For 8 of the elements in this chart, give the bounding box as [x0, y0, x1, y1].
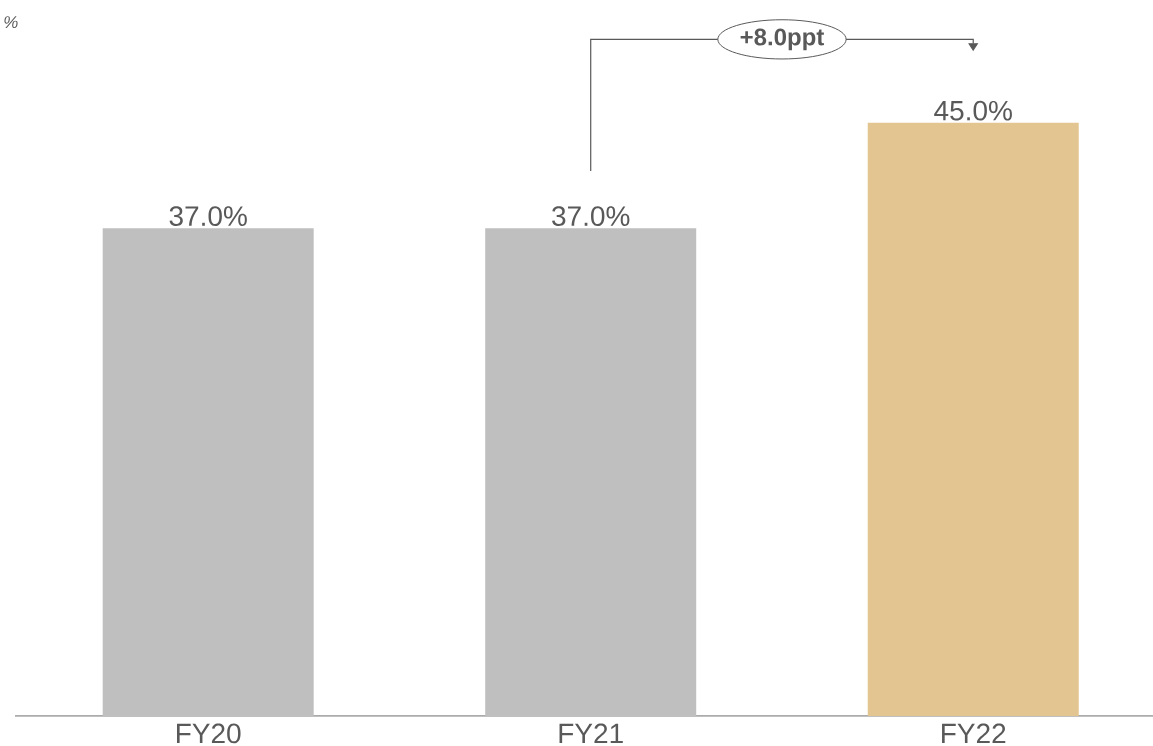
data-label: 37.0%: [169, 206, 247, 227]
x-tick-label: FY21: [559, 723, 623, 744]
text: %: [4, 16, 18, 29]
x-tick-label: FY20: [177, 723, 241, 744]
data-label: 37.0%: [552, 206, 630, 227]
data-label: 45.0%: [934, 100, 1012, 121]
text: +8.0ppt: [740, 28, 825, 51]
x-tick-label: FY22: [942, 723, 1006, 744]
